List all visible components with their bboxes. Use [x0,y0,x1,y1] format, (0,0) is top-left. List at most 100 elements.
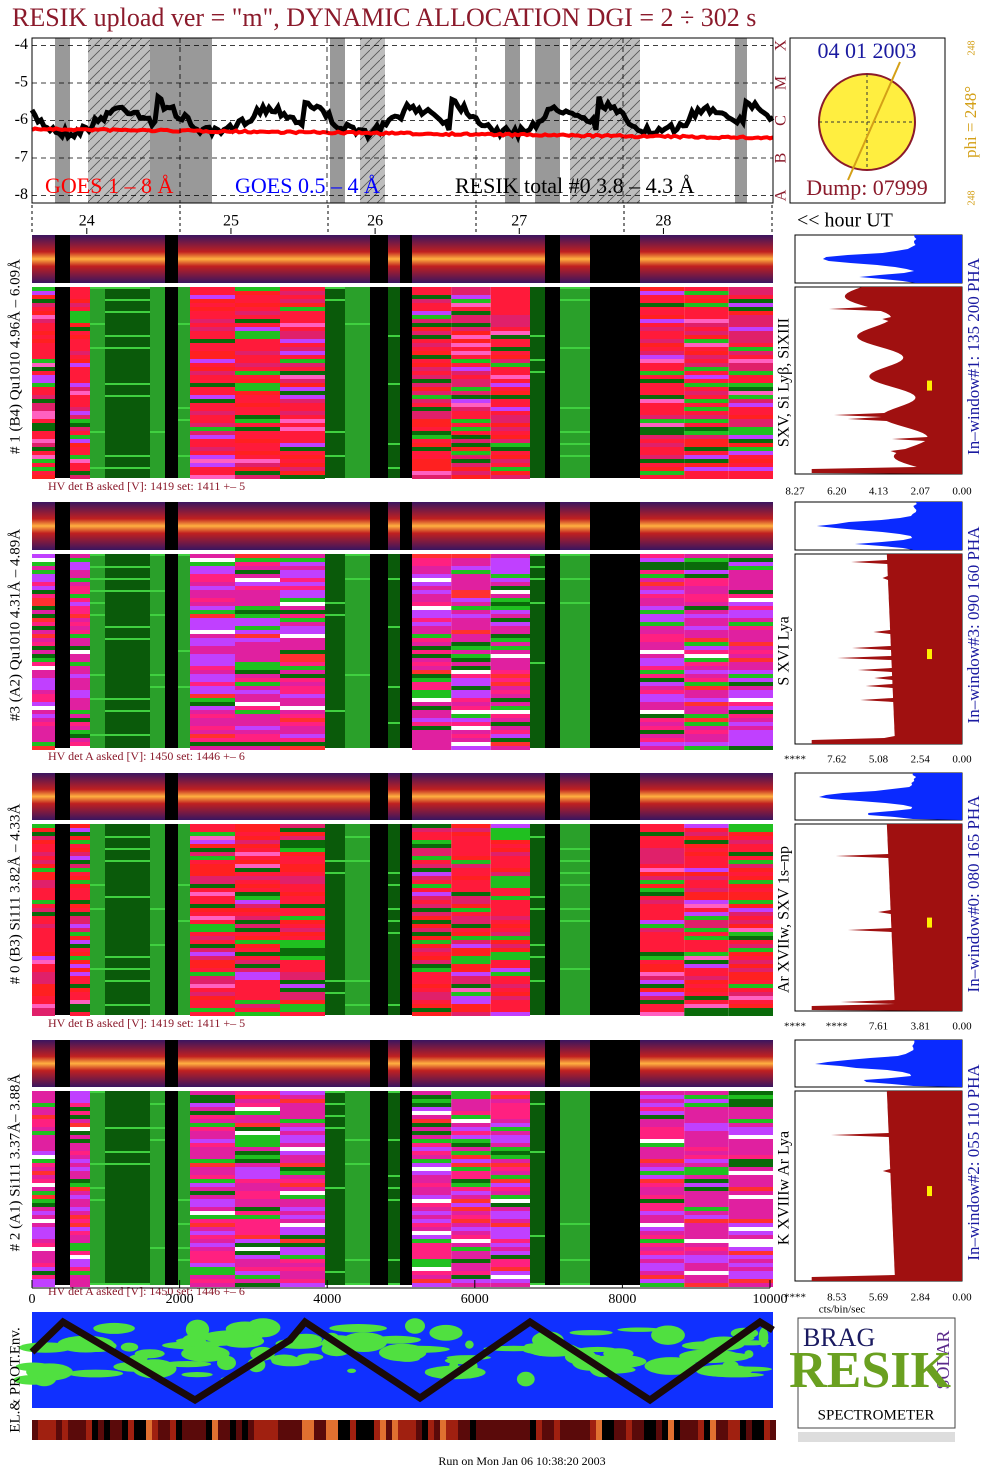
spectrogram-cell [684,463,729,467]
spectrogram-cell [490,451,530,455]
spectrogram-cell [728,1167,773,1171]
spectrogram-cell [451,722,491,726]
spectrogram-cell [490,960,530,964]
strip-cell [178,235,190,283]
spectrogram-cell [190,387,235,391]
spectrogram-cell [32,606,55,610]
spectrogram-cell [32,1179,55,1183]
sun-phi: phi = 248° [961,86,980,158]
env-strip [236,1420,242,1440]
env-strip [440,1420,446,1440]
spectrogram-cell [105,467,150,469]
spectrogram-cell [280,626,325,630]
spectrogram-cell [728,928,773,932]
spectrogram-cell [640,319,685,323]
spectrogram-cell [235,331,280,335]
spectrogram-cell [412,1091,452,1095]
spectrogram-cell [280,698,325,702]
spectrogram-cell [32,431,55,435]
spectrogram-cell [70,1171,90,1175]
spectrogram-cell [640,880,685,884]
spectrogram-cell [32,856,55,860]
spectrogram-cell [412,403,452,407]
spectrogram-cell [235,1095,280,1099]
spectrogram-cell [388,1199,400,1201]
spectrogram-cell [280,387,325,391]
spectrogram-cell [388,920,400,922]
env-strip [746,1420,752,1440]
spectrogram-cell [451,852,491,856]
spectrogram-cell [280,848,325,852]
spectrogram-cell [412,714,452,718]
spectrogram-cell [32,920,55,924]
env-strip [98,1420,104,1440]
spectrogram-cell [190,1163,235,1167]
y-tick-label: -4 [15,36,28,53]
spectrogram-cell [70,1191,90,1195]
spectrogram-cell [235,1187,280,1191]
spectrogram-cell [451,403,491,407]
spectrogram-cell [451,1127,491,1131]
env-strip [80,1420,86,1440]
spectrogram-cell [412,439,452,443]
spectrogram-cell [345,554,370,556]
spectrogram-cell [235,602,280,606]
spectrogram-cell [684,614,729,618]
spectrogram-cell [640,1115,685,1119]
spectrogram-cell [280,1099,325,1103]
env-strip [278,1420,284,1440]
spectrogram-cell [640,578,685,582]
spectrogram-cell [190,343,235,347]
spectrogram-cell [235,1119,280,1123]
spectrogram-cell [280,1211,325,1215]
spectrogram-cell [684,714,729,718]
spectrogram-cell [280,900,325,904]
spectrogram-cell [684,295,729,299]
spectrogram-cell [451,650,491,654]
spectrogram-cell [70,738,90,742]
spectrogram-cell [70,678,90,682]
spectrogram-cell [190,1171,235,1175]
spectrogram-cell [325,1103,345,1105]
spectrogram-cell [280,638,325,642]
spectrogram-cell [490,614,530,618]
spectrogram-cell [90,347,105,349]
spectrogram-cell [530,908,545,910]
spectrogram-cell [728,1099,773,1103]
spectrogram-cell [32,686,55,690]
spectrogram-cell [684,1263,729,1267]
spectrogram-cell [451,347,491,351]
spectrogram-cell [412,702,452,706]
spectrogram-cell [728,443,773,447]
spectrogram-cell [280,682,325,686]
spectrogram-cell [70,339,90,343]
spectrogram-cell [190,840,235,844]
spectrogram-cell [235,1263,280,1267]
spectrogram-cell [684,658,729,662]
spectrogram-cell [280,658,325,662]
spectrogram-cell [451,367,491,371]
spectrogram-cell [451,335,491,339]
spectrogram-cell [490,558,530,562]
env-strip [758,1420,764,1440]
spectrogram-cell [190,678,235,682]
spectrogram-cell [728,355,773,359]
spectrogram-cell [684,730,729,734]
spectrogram-cell [190,598,235,602]
spectrogram-cell [190,1139,235,1143]
spectrogram-cell [105,824,150,1015]
spectrogram-cell [280,634,325,638]
spectrogram-cell [728,630,773,634]
spectrogram-cell [684,582,729,586]
spectrogram-cell [490,1159,530,1163]
spectrogram-cell [490,968,530,972]
spectrogram-cell [280,976,325,980]
spectrogram-cell [684,1283,729,1287]
env-strip [266,1420,272,1440]
spectrogram-cell [70,944,90,948]
spectrogram-cell [190,1151,235,1155]
spectrogram-cell [400,1091,412,1285]
spectrogram-cell [280,702,325,706]
spectrogram-cell [728,824,773,828]
spectrogram-cell [728,868,773,872]
